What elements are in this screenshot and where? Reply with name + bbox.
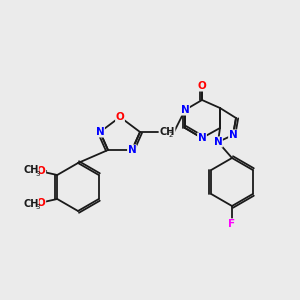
Text: CH: CH [160,127,176,137]
Text: O: O [37,166,46,176]
Text: F: F [228,219,236,229]
Text: N: N [96,127,104,137]
Text: CH: CH [23,199,39,209]
Text: 2: 2 [169,132,173,138]
Text: N: N [198,133,206,143]
Text: 3: 3 [35,171,40,177]
Text: O: O [37,198,46,208]
Text: O: O [198,81,206,91]
Text: O: O [116,112,124,122]
Text: N: N [214,137,222,147]
Text: CH: CH [23,165,39,175]
Text: N: N [128,145,136,155]
Text: N: N [229,130,237,140]
Text: 3: 3 [35,204,40,210]
Text: N: N [181,105,189,115]
